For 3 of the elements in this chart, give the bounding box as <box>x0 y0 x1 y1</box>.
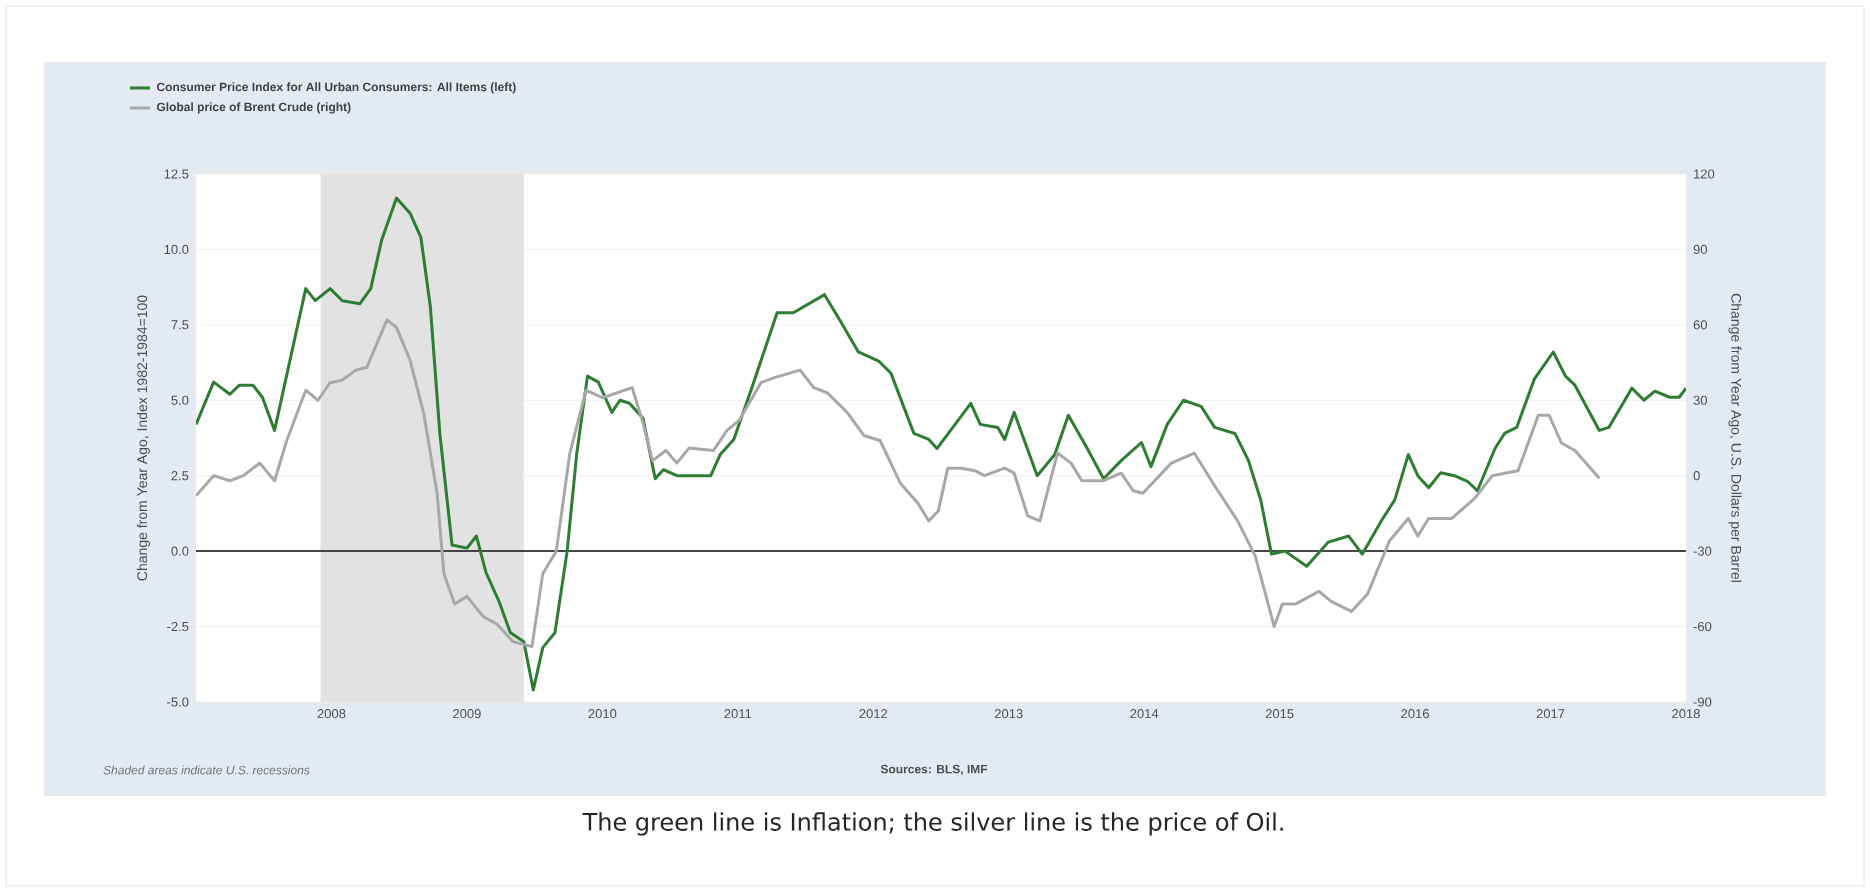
text: The green line is Inflation; the silver line is the price of Oil. <box>582 812 1283 836</box>
line-series <box>196 318 1601 649</box>
line-series <box>196 196 1686 692</box>
